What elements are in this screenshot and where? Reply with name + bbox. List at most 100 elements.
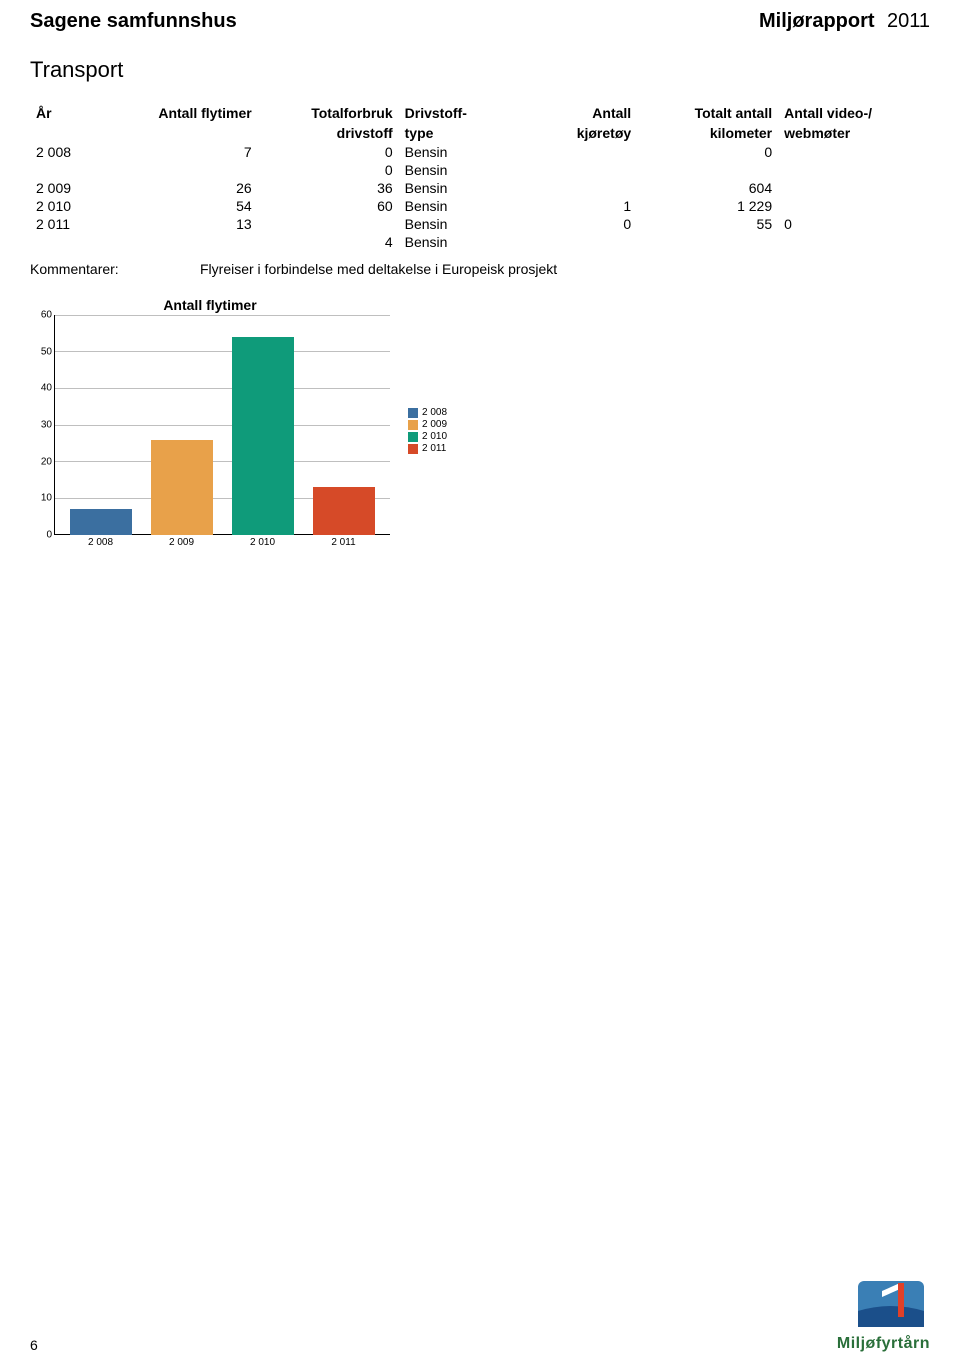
- table-cell: 54: [106, 197, 258, 215]
- table-cell: 1: [518, 197, 637, 215]
- table-cell: 2 009: [30, 179, 106, 197]
- org-name: Sagene samfunnshus: [30, 10, 237, 33]
- table-cell: [778, 233, 930, 251]
- table-cell: 2 010: [30, 197, 106, 215]
- legend-item: 2 009: [408, 419, 447, 430]
- table-row: 2 0105460Bensin11 229: [30, 197, 930, 215]
- table-row: 4Bensin: [30, 233, 930, 251]
- table-cell: [518, 161, 637, 179]
- col-km-1: Totalt antall: [637, 103, 778, 123]
- table-cell: [106, 233, 258, 251]
- table-cell: [30, 161, 106, 179]
- col-flytimer: Antall flytimer: [106, 103, 258, 123]
- report-year: 2011: [887, 10, 930, 32]
- table-cell: 2 008: [30, 143, 106, 161]
- y-tick-label: 10: [30, 493, 52, 504]
- table-cell: 0: [518, 215, 637, 233]
- table-row: 0Bensin: [30, 161, 930, 179]
- chart-box: Antall flytimer 0102030405060 2 0082 009…: [30, 297, 390, 555]
- legend-item: 2 008: [408, 407, 447, 418]
- table-cell: [106, 161, 258, 179]
- table-cell: Bensin: [399, 215, 518, 233]
- miljofyrtarn-icon: [852, 1275, 930, 1333]
- chart-bars: [54, 315, 390, 535]
- table-cell: 0: [637, 143, 778, 161]
- table-cell: 55: [637, 215, 778, 233]
- table-cell: [518, 143, 637, 161]
- legend-item: 2 011: [408, 443, 447, 454]
- page-header: Sagene samfunnshus Miljørapport 2011: [30, 10, 930, 33]
- table-row: 2 00870Bensin0: [30, 143, 930, 161]
- legend-label: 2 011: [422, 443, 446, 454]
- table-cell: 26: [106, 179, 258, 197]
- col-video-1: Antall video-/: [778, 103, 930, 123]
- bar: [313, 487, 375, 535]
- table-header-row-1: År Antall flytimer Totalforbruk Drivstof…: [30, 103, 930, 123]
- y-tick-label: 20: [30, 456, 52, 467]
- legend-swatch: [408, 420, 418, 430]
- legend-label: 2 010: [422, 431, 447, 442]
- table-cell: 0: [778, 215, 930, 233]
- legend-swatch: [408, 444, 418, 454]
- col-kjoretoy-1: Antall: [518, 103, 637, 123]
- bar: [151, 440, 213, 535]
- bar: [232, 337, 294, 535]
- table-cell: [637, 233, 778, 251]
- chart-area: Antall flytimer 0102030405060 2 0082 009…: [30, 297, 930, 555]
- table-header-row-2: drivstoff type kjøretøy kilometer webmøt…: [30, 123, 930, 143]
- chart-legend: 2 0082 0092 0102 011: [408, 407, 447, 455]
- table-cell: [778, 197, 930, 215]
- comment-label: Kommentarer:: [30, 261, 200, 277]
- col-video-2: webmøter: [778, 123, 930, 143]
- table-cell: [778, 143, 930, 161]
- table-cell: Bensin: [399, 233, 518, 251]
- y-tick-label: 40: [30, 383, 52, 394]
- table-cell: 7: [106, 143, 258, 161]
- table-cell: 13: [106, 215, 258, 233]
- table-cell: [637, 161, 778, 179]
- col-ar: År: [30, 103, 106, 123]
- chart-plot: 0102030405060 2 0082 0092 0102 011: [54, 315, 390, 555]
- legend-swatch: [408, 432, 418, 442]
- page-footer: 6 Miljøfyrtårn: [30, 1275, 930, 1353]
- comment-text: Flyreiser i forbindelse med deltakelse i…: [200, 261, 930, 277]
- x-tick-label: 2 009: [151, 537, 213, 555]
- y-tick-label: 50: [30, 346, 52, 357]
- x-tick-label: 2 010: [232, 537, 294, 555]
- table-cell: 4: [258, 233, 399, 251]
- table-cell: 0: [258, 143, 399, 161]
- table-cell: 604: [637, 179, 778, 197]
- table-cell: 0: [258, 161, 399, 179]
- col-kjoretoy-2: kjøretøy: [518, 123, 637, 143]
- table-row: 2 0092636Bensin604: [30, 179, 930, 197]
- col-type-2: type: [399, 123, 518, 143]
- table-cell: 60: [258, 197, 399, 215]
- table-row: 2 01113Bensin0550: [30, 215, 930, 233]
- legend-label: 2 009: [422, 419, 447, 430]
- col-forbruk-2: drivstoff: [258, 123, 399, 143]
- report-heading: Miljørapport 2011: [759, 10, 930, 33]
- table-cell: [518, 233, 637, 251]
- table-cell: 2 011: [30, 215, 106, 233]
- page-number: 6: [30, 1337, 38, 1353]
- logo: Miljøfyrtårn: [837, 1275, 930, 1353]
- report-title: Miljørapport: [759, 10, 875, 32]
- y-axis: 0102030405060: [30, 315, 54, 535]
- table-cell: Bensin: [399, 161, 518, 179]
- col-forbruk-1: Totalforbruk: [258, 103, 399, 123]
- comment-row: Kommentarer: Flyreiser i forbindelse med…: [30, 261, 930, 277]
- col-type-1: Drivstoff-: [399, 103, 518, 123]
- table-cell: Bensin: [399, 143, 518, 161]
- table-cell: Bensin: [399, 197, 518, 215]
- col-km-2: kilometer: [637, 123, 778, 143]
- legend-swatch: [408, 408, 418, 418]
- table-cell: [778, 179, 930, 197]
- legend-label: 2 008: [422, 407, 447, 418]
- y-tick-label: 30: [30, 420, 52, 431]
- legend-item: 2 010: [408, 431, 447, 442]
- table-cell: 36: [258, 179, 399, 197]
- x-tick-label: 2 008: [70, 537, 132, 555]
- y-tick-label: 60: [30, 310, 52, 321]
- x-axis-labels: 2 0082 0092 0102 011: [54, 537, 390, 555]
- table-cell: [30, 233, 106, 251]
